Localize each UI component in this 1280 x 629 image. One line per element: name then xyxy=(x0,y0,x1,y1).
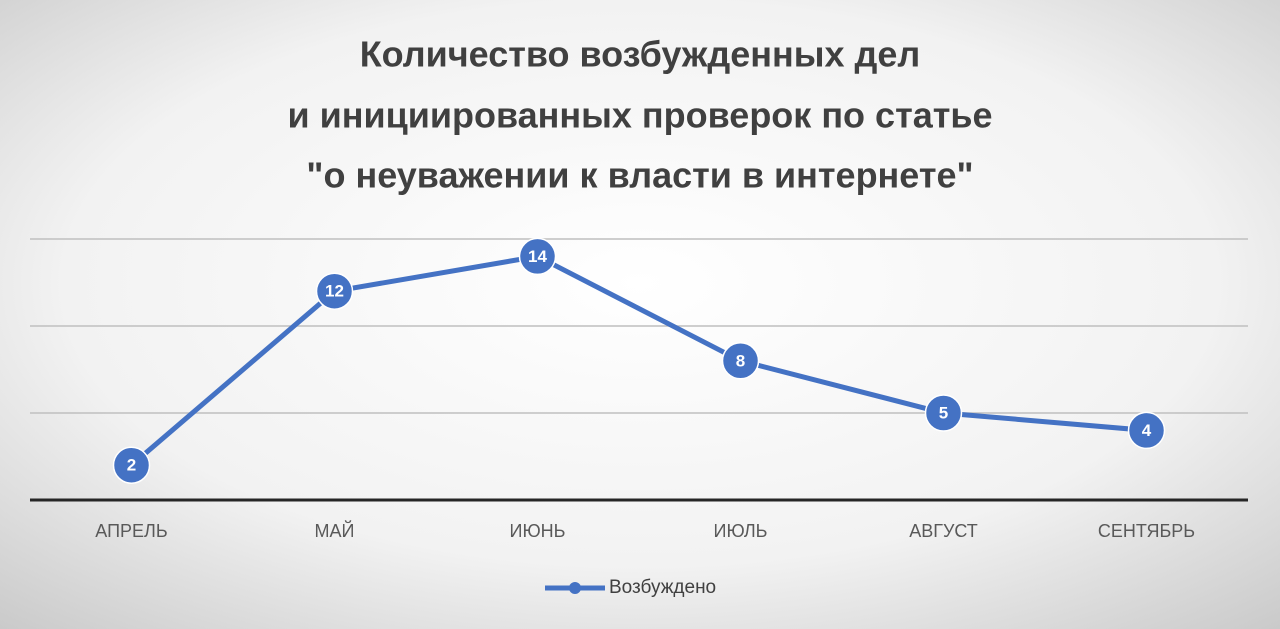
series-line xyxy=(129,253,1147,468)
legend-marker xyxy=(569,582,581,594)
data-point xyxy=(721,342,760,380)
data-point xyxy=(1127,411,1166,450)
data-label: 8 xyxy=(736,351,745,370)
data-point xyxy=(518,237,557,276)
x-tick-label: СЕНТЯБРЬ xyxy=(1098,521,1195,541)
x-tick-label: ИЮЛЬ xyxy=(714,521,768,541)
chart-title: "о неуважении к власти в интернете" xyxy=(306,155,973,196)
data-point xyxy=(924,394,963,432)
data-label: 5 xyxy=(939,403,948,422)
data-point xyxy=(112,446,151,484)
x-tick-label: ИЮНЬ xyxy=(510,521,566,541)
data-label: 2 xyxy=(127,456,136,475)
legend-label: Возбуждено xyxy=(609,577,716,598)
x-tick-label: МАЙ xyxy=(315,520,355,541)
data-label: 14 xyxy=(528,247,547,266)
chart-title: и инициированных проверок по статье xyxy=(287,95,992,136)
chart-title: Количество возбужденных дел xyxy=(360,34,921,75)
data-label: 12 xyxy=(325,282,344,301)
x-tick-label: АПРЕЛЬ xyxy=(95,521,167,541)
data-label: 4 xyxy=(1142,421,1152,440)
data-point xyxy=(315,272,354,310)
x-tick-label: АВГУСТ xyxy=(909,521,978,541)
